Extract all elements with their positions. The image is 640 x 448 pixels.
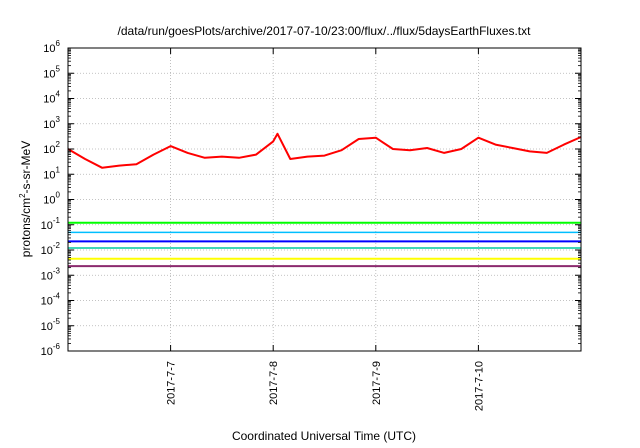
x-tick-label: 2017-7-8 — [268, 361, 280, 405]
y-tick-label: 103 — [43, 115, 60, 131]
y-tick-label: 101 — [43, 165, 60, 181]
plot-frame — [67, 47, 582, 352]
y-tick-label: 104 — [43, 90, 60, 106]
y-tick-label: 10-5 — [41, 317, 61, 333]
x-axis: 2017-7-7 2017-7-8 2017-7-9 2017-7-10 — [166, 48, 485, 411]
x-tick-label: 2017-7-7 — [166, 361, 178, 405]
series-layer — [67, 132, 582, 268]
x-axis-label: Coordinated Universal Time (UTC) — [232, 429, 416, 443]
y-tick-label: 10-2 — [41, 241, 61, 257]
y-tick-label: 106 — [43, 39, 60, 55]
y-tick-label: 10-4 — [41, 292, 61, 308]
y-tick-label: 10-3 — [41, 266, 61, 282]
y-tick-label: 102 — [43, 140, 60, 156]
x-tick-label: 2017-7-9 — [371, 361, 383, 405]
y-tick-label: 100 — [43, 191, 60, 207]
grid — [68, 48, 581, 351]
y-tick-label: 10-1 — [41, 216, 61, 232]
x-tick-label: 2017-7-10 — [473, 361, 485, 411]
series-line-1 — [67, 132, 582, 169]
y-tick-label: 10-6 — [41, 342, 61, 358]
chart-title: /data/run/goesPlots/archive/2017-07-10/2… — [118, 24, 532, 38]
y-axis-label: protons/cm2-s-sr-MeV — [18, 141, 33, 257]
y-axis: 10-6 10-5 10-4 10-3 10-2 10-1 100 101 102 103 104 1… — [41, 39, 581, 358]
y-tick-label: 105 — [43, 64, 60, 80]
